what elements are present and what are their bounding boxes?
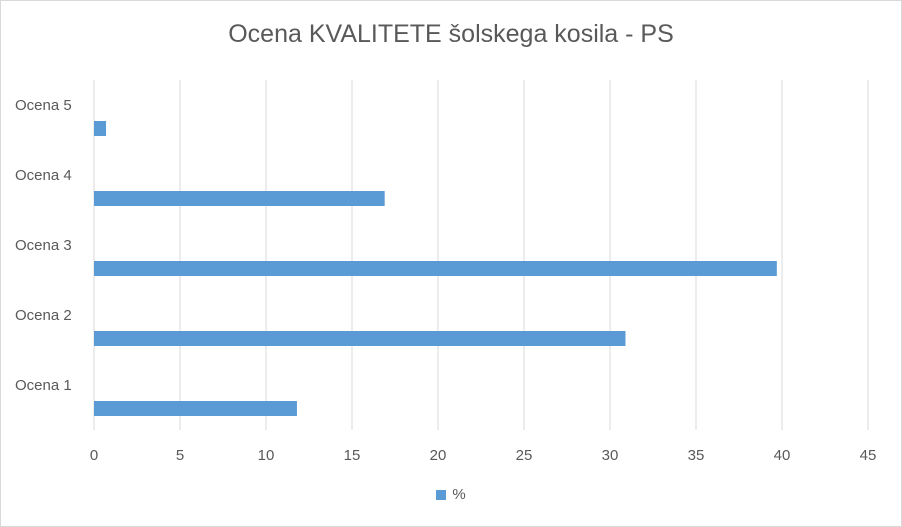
x-tick-label: 30: [602, 447, 619, 464]
bar: [94, 191, 385, 206]
legend: %: [0, 486, 902, 503]
y-tick-label: Ocena 4: [15, 167, 72, 184]
bar: [94, 121, 107, 136]
x-tick-label: 20: [430, 447, 447, 464]
x-tick-label: 45: [860, 447, 877, 464]
y-tick-label: Ocena 5: [15, 97, 72, 114]
legend-swatch: [436, 489, 447, 500]
x-tick-label: 10: [258, 447, 275, 464]
x-tick-label: 35: [688, 447, 705, 464]
y-tick-label: Ocena 1: [15, 377, 72, 394]
x-tick-label: 40: [774, 447, 791, 464]
y-tick-label: Ocena 3: [15, 237, 72, 254]
chart-title: Ocena KVALITETE šolskega kosila - PS: [228, 20, 674, 48]
bar: [94, 401, 297, 416]
y-tick-label: Ocena 2: [15, 307, 72, 324]
bar: [94, 261, 777, 276]
x-tick-label: 15: [344, 447, 361, 464]
bar: [94, 331, 626, 346]
x-tick-label: 25: [516, 447, 533, 464]
legend-label: %: [452, 486, 466, 503]
x-tick-label: 0: [90, 447, 98, 464]
x-tick-label: 5: [176, 447, 184, 464]
